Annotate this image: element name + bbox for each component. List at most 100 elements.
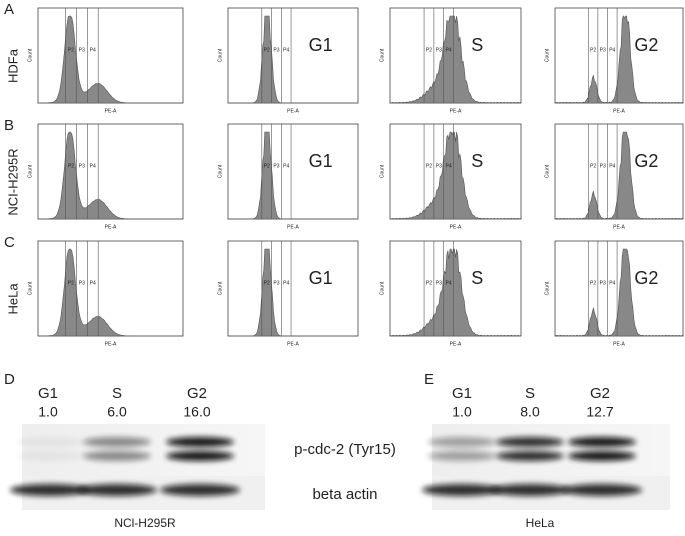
blot-value: 6.0 — [107, 404, 127, 420]
phase-label: S — [471, 268, 483, 288]
y-axis-label: Count — [27, 48, 33, 62]
gate-label: P2 — [426, 280, 432, 286]
gate-label: P4 — [90, 47, 96, 53]
y-axis-label: Count — [27, 281, 33, 295]
band — [10, 484, 90, 496]
histogram — [38, 248, 183, 337]
phase-label: G1 — [309, 35, 333, 55]
blot-phase: S — [525, 385, 535, 402]
blot-phase: G2 — [187, 385, 207, 402]
gate-label: P4 — [446, 163, 452, 169]
gate-label: P2 — [68, 47, 74, 53]
band — [568, 451, 636, 461]
blot-phase: G2 — [590, 385, 610, 402]
band — [496, 437, 564, 447]
blot-value: 12.7 — [586, 404, 613, 420]
panel-letter: B — [4, 117, 14, 134]
panel-letter: C — [4, 234, 15, 251]
blot-value: 1.0 — [452, 404, 472, 420]
y-axis-label: Count — [544, 48, 550, 62]
gate-label: P3 — [273, 280, 279, 286]
phase-label: S — [471, 35, 483, 55]
gate-label: P3 — [600, 163, 606, 169]
band — [83, 437, 151, 447]
x-axis-label: PE-A — [105, 224, 117, 230]
gate-label: P4 — [609, 163, 615, 169]
gate-label: P2 — [426, 163, 432, 169]
x-axis-label: PE-A — [287, 224, 299, 230]
band — [568, 437, 636, 447]
blot-membrane — [432, 424, 670, 476]
band — [166, 437, 234, 447]
gate-label: P2 — [264, 163, 270, 169]
gate-label: P4 — [283, 47, 289, 53]
gate-label: P4 — [609, 47, 615, 53]
blot-label: beta actin — [312, 486, 377, 503]
histogram — [554, 131, 684, 220]
x-axis-label: PE-A — [613, 224, 625, 230]
blot-letter: D — [4, 371, 15, 388]
y-axis-label: Count — [379, 281, 385, 295]
gate-label: P3 — [79, 47, 85, 53]
row-label: HDFa — [5, 48, 20, 83]
y-axis-label: Count — [379, 48, 385, 62]
cell-line-label: NCl-H295R — [114, 516, 176, 530]
phase-label: G2 — [634, 268, 658, 288]
gate-label: P2 — [426, 47, 432, 53]
plot-frame — [227, 7, 359, 104]
blot-label: p-cdc-2 (Tyr15) — [294, 441, 396, 458]
x-axis-label: PE-A — [287, 341, 299, 347]
histogram — [228, 248, 358, 337]
blot-letter: E — [424, 371, 434, 388]
y-axis-label: Count — [27, 164, 33, 178]
gate-label: P2 — [590, 47, 596, 53]
gate-label: P3 — [273, 163, 279, 169]
blot-value: 8.0 — [520, 404, 540, 420]
row-label: HeLa — [5, 283, 20, 315]
y-axis-label: Count — [217, 164, 223, 178]
phase-label: S — [471, 151, 483, 171]
gate-label: P2 — [264, 280, 270, 286]
x-axis-label: PE-A — [450, 224, 462, 230]
gate-label: P4 — [90, 163, 96, 169]
y-axis-label: Count — [217, 48, 223, 62]
band — [77, 484, 157, 496]
gate-label: P4 — [609, 280, 615, 286]
gate-label: P3 — [273, 47, 279, 53]
gate-label: P2 — [264, 47, 270, 53]
band — [16, 451, 84, 461]
gate-label: P2 — [68, 163, 74, 169]
gate-label: P3 — [436, 163, 442, 169]
band — [422, 484, 502, 496]
y-axis-label: Count — [544, 281, 550, 295]
x-axis-label: PE-A — [287, 108, 299, 114]
band — [166, 451, 234, 461]
gate-label: P2 — [590, 163, 596, 169]
phase-label: G2 — [634, 35, 658, 55]
band — [428, 451, 496, 461]
band — [16, 437, 84, 447]
phase-label: G1 — [309, 151, 333, 171]
histogram — [228, 15, 358, 104]
histogram — [38, 131, 183, 220]
x-axis-label: PE-A — [450, 341, 462, 347]
histogram — [554, 15, 684, 104]
band — [496, 451, 564, 461]
blot-value: 16.0 — [183, 404, 210, 420]
band — [160, 484, 240, 496]
cell-line-label: HeLa — [526, 516, 555, 530]
band — [562, 484, 642, 496]
row-label: NCI-H295R — [5, 148, 20, 215]
gate-label: P3 — [79, 163, 85, 169]
gate-label: P3 — [436, 280, 442, 286]
blot-phase: S — [112, 385, 122, 402]
histogram — [389, 131, 522, 220]
gate-label: P3 — [600, 280, 606, 286]
gate-label: P2 — [68, 280, 74, 286]
phase-label: G1 — [309, 268, 333, 288]
blot-phase: G1 — [38, 385, 58, 402]
histogram — [389, 15, 522, 104]
x-axis-label: PE-A — [613, 341, 625, 347]
y-axis-label: Count — [544, 164, 550, 178]
